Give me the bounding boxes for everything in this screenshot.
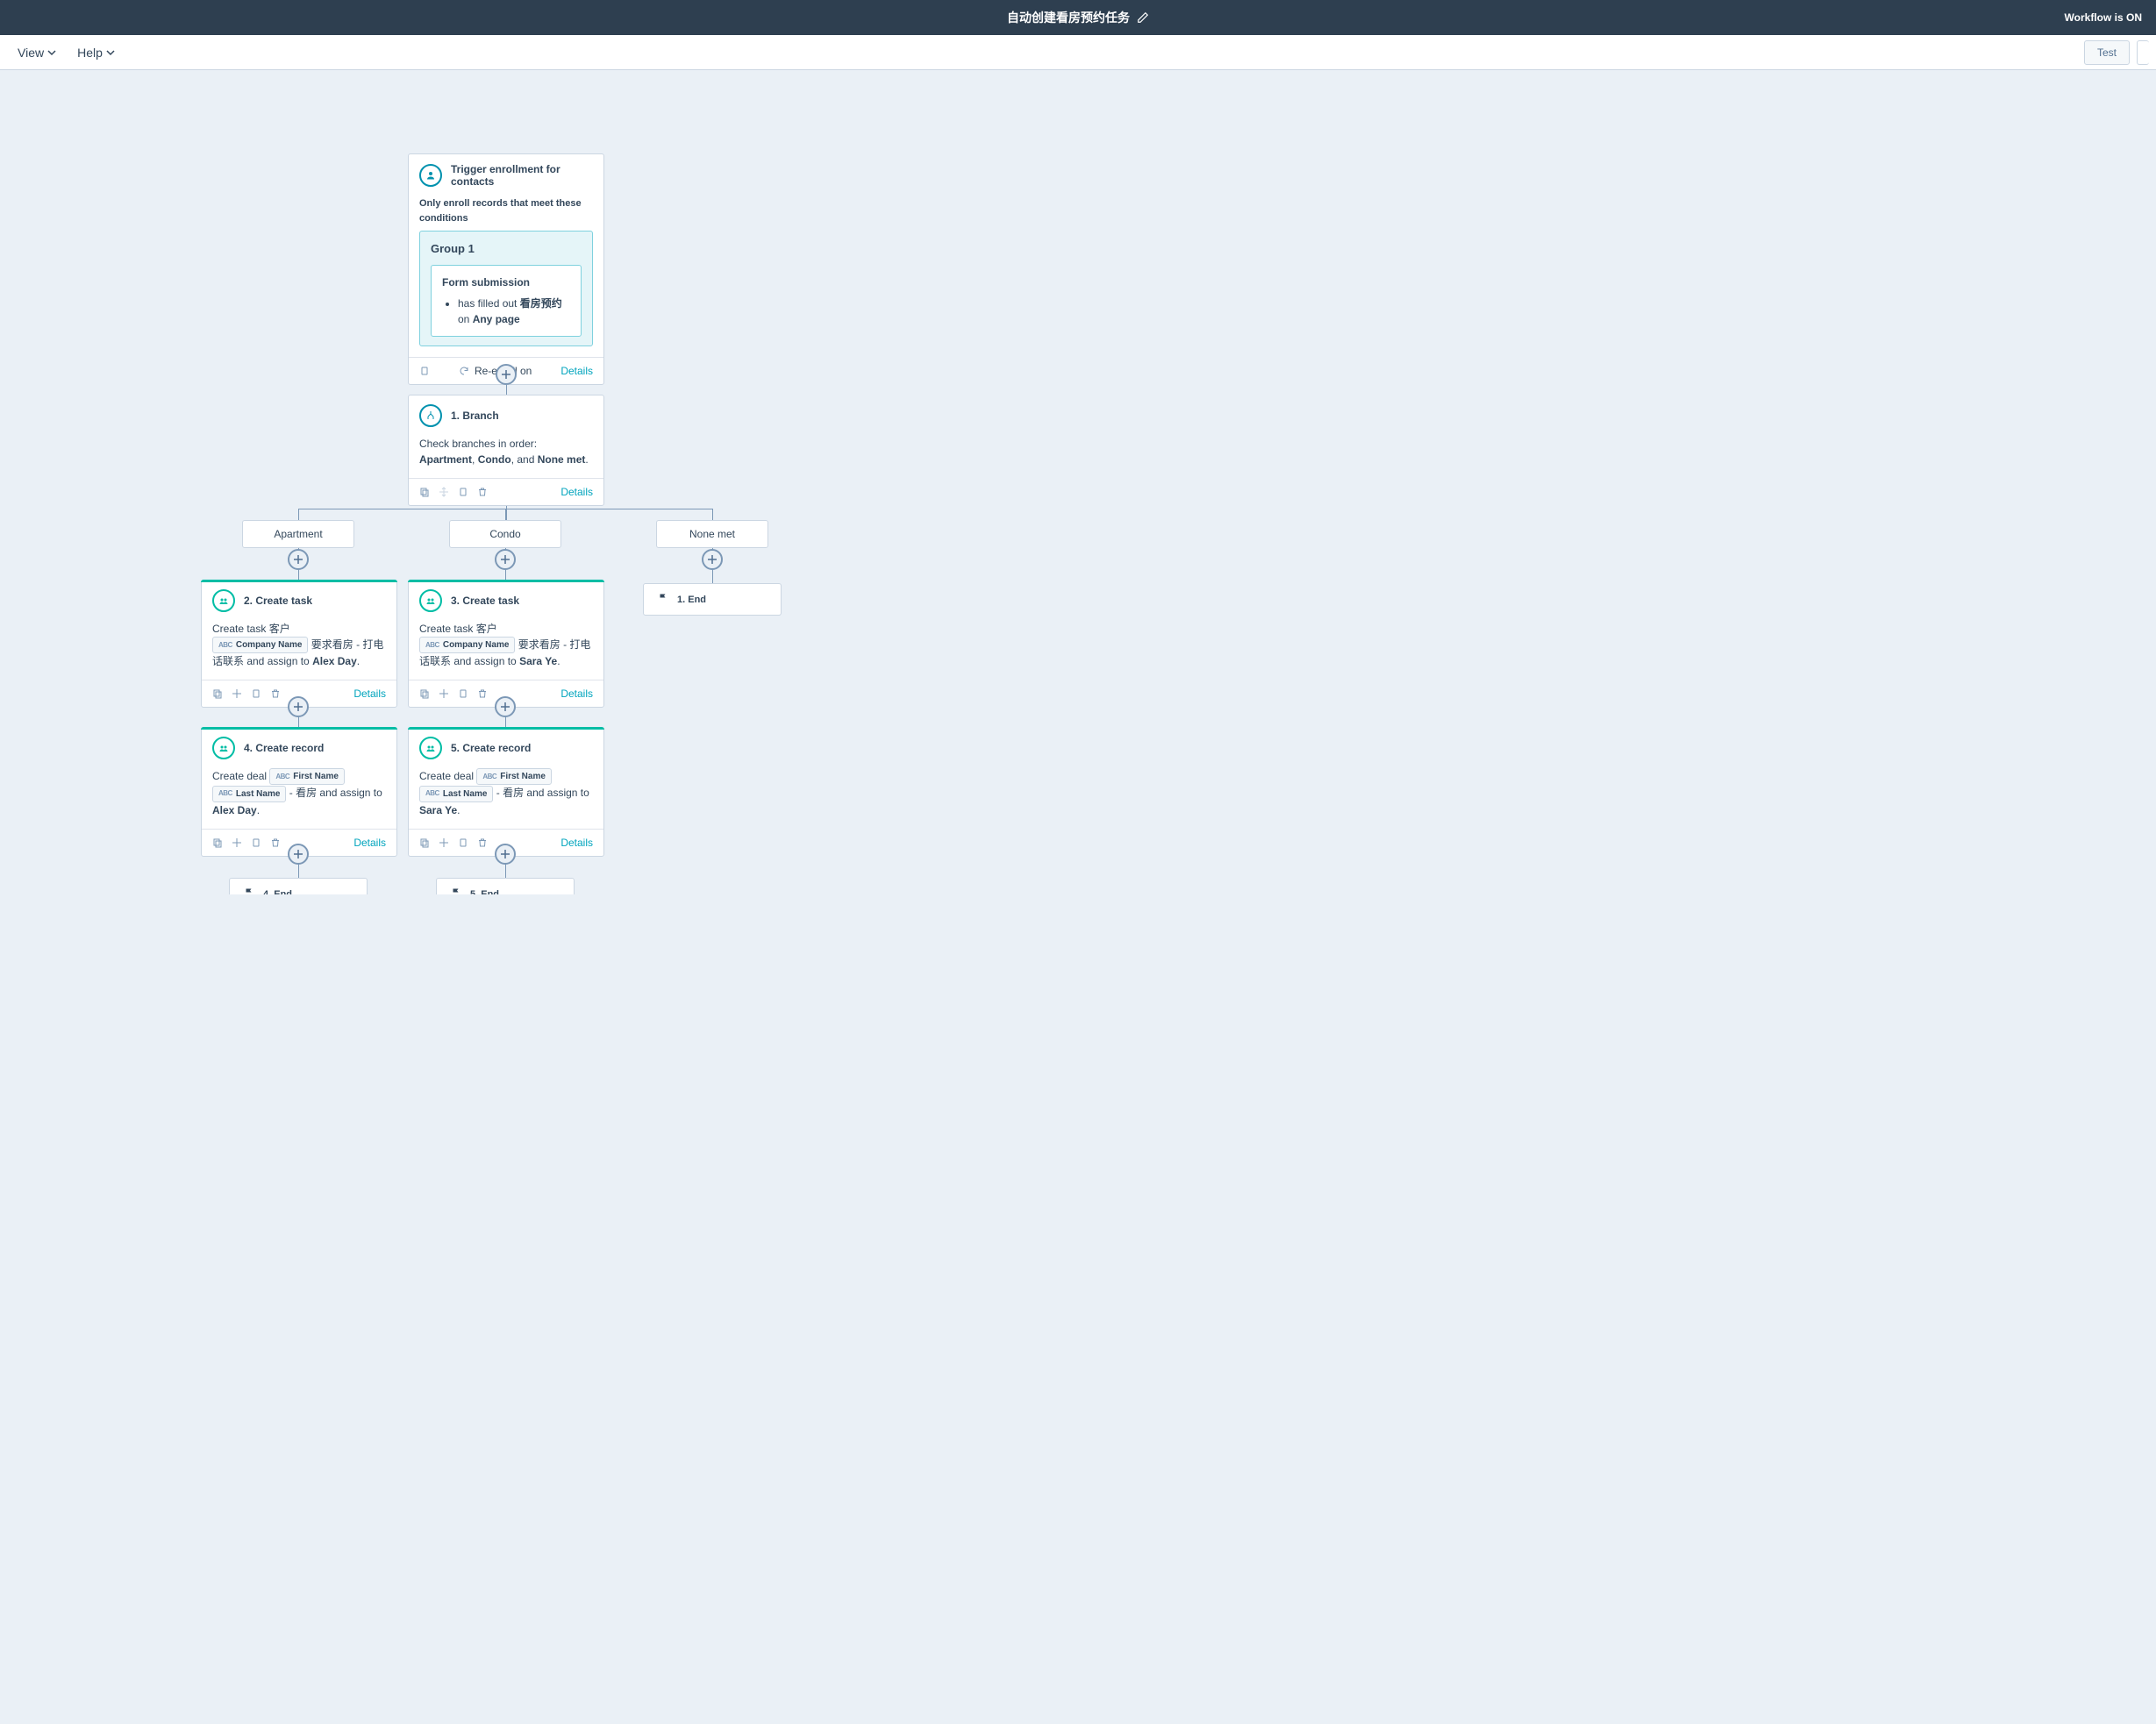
help-label: Help — [77, 46, 103, 60]
details-link[interactable]: Details — [560, 365, 593, 377]
flag-icon — [244, 887, 254, 894]
move-icon[interactable] — [232, 688, 242, 699]
copy-icon[interactable] — [458, 487, 468, 497]
delete-icon[interactable] — [477, 487, 488, 497]
contact-icon — [419, 164, 442, 187]
branch-label-condo[interactable]: Condo — [449, 520, 561, 548]
clone-icon[interactable] — [419, 688, 430, 699]
record-icon — [419, 737, 442, 759]
right-button-partial[interactable] — [2137, 40, 2149, 65]
trigger-subtitle: Only enroll records that meet these cond… — [419, 196, 593, 225]
flag-icon — [451, 887, 461, 894]
delete-icon[interactable] — [270, 688, 281, 699]
branch-label-apartment[interactable]: Apartment — [242, 520, 354, 548]
copy-icon[interactable] — [251, 688, 261, 699]
workflow-status: Workflow is ON — [2065, 11, 2142, 24]
move-icon[interactable] — [439, 688, 449, 699]
card-title: 3. Create task — [451, 595, 519, 607]
refresh-icon — [459, 366, 469, 376]
record-icon — [212, 737, 235, 759]
add-action-button[interactable] — [288, 844, 309, 865]
view-menu[interactable]: View — [18, 46, 56, 60]
clone-icon[interactable] — [419, 837, 430, 848]
details-link[interactable]: Details — [560, 486, 593, 498]
add-action-button[interactable] — [495, 844, 516, 865]
flag-icon — [658, 593, 668, 606]
branch-description: Check branches in order: Apartment, Cond… — [409, 436, 603, 478]
create-task-card-2[interactable]: 2. Create task Create task 客户 ABCCompany… — [201, 580, 397, 708]
end-card-5[interactable]: 5. End — [436, 878, 575, 894]
copy-icon[interactable] — [458, 837, 468, 848]
card-title: 2. Create task — [244, 595, 312, 607]
toolbar: View Help Test — [0, 35, 2156, 70]
filter-group[interactable]: Group 1 Form submission has filled out 看… — [419, 231, 593, 346]
record-description: Create deal ABCFirst Name ABCLast Name -… — [409, 768, 603, 829]
test-button[interactable]: Test — [2084, 40, 2130, 65]
delete-icon[interactable] — [477, 688, 488, 699]
branch-label-none[interactable]: None met — [656, 520, 768, 548]
branch-icon — [419, 404, 442, 427]
details-link[interactable]: Details — [353, 687, 386, 700]
top-bar: 自动创建看房预约任务 Workflow is ON — [0, 0, 2156, 35]
end-label: 5. End — [470, 889, 499, 895]
details-link[interactable]: Details — [560, 837, 593, 849]
edit-icon[interactable] — [1137, 11, 1149, 24]
task-description: Create task 客户 ABCCompany Name 要求看房 - 打电… — [409, 621, 603, 680]
create-task-card-3[interactable]: 3. Create task Create task 客户 ABCCompany… — [408, 580, 604, 708]
end-card-1[interactable]: 1. End — [643, 583, 782, 616]
details-link[interactable]: Details — [353, 837, 386, 849]
end-label: 4. End — [263, 889, 292, 895]
workflow-title-container: 自动创建看房预约任务 — [1007, 9, 1149, 26]
clone-icon[interactable] — [419, 487, 430, 497]
clone-icon[interactable] — [419, 365, 430, 377]
condition-title: Form submission — [442, 274, 570, 290]
help-menu[interactable]: Help — [77, 46, 115, 60]
add-action-button[interactable] — [702, 549, 723, 570]
add-action-button[interactable] — [288, 549, 309, 570]
create-record-card-5[interactable]: 5. Create record Create deal ABCFirst Na… — [408, 727, 604, 857]
clone-icon[interactable] — [212, 837, 223, 848]
card-title: 5. Create record — [451, 742, 531, 754]
end-card-4[interactable]: 4. End — [229, 878, 368, 894]
copy-icon[interactable] — [251, 837, 261, 848]
trigger-card[interactable]: Trigger enrollment for contacts Only enr… — [408, 153, 604, 385]
group-label: Group 1 — [431, 240, 582, 258]
card-title: 4. Create record — [244, 742, 324, 754]
trigger-title: Trigger enrollment for contacts — [451, 163, 593, 188]
delete-icon[interactable] — [270, 837, 281, 848]
delete-icon[interactable] — [477, 837, 488, 848]
details-link[interactable]: Details — [560, 687, 593, 700]
move-icon[interactable] — [232, 837, 242, 848]
add-action-button[interactable] — [496, 364, 517, 385]
workflow-title: 自动创建看房预约任务 — [1007, 9, 1130, 26]
create-record-card-4[interactable]: 4. Create record Create deal ABCFirst Na… — [201, 727, 397, 857]
task-icon — [212, 589, 235, 612]
condition-text: has filled out 看房预约 on Any page — [458, 296, 570, 327]
end-label: 1. End — [677, 595, 706, 605]
task-icon — [419, 589, 442, 612]
copy-icon[interactable] — [458, 688, 468, 699]
add-action-button[interactable] — [288, 696, 309, 717]
clone-icon[interactable] — [212, 688, 223, 699]
workflow-canvas[interactable]: Trigger enrollment for contacts Only enr… — [0, 70, 2156, 894]
view-label: View — [18, 46, 44, 60]
branch-card[interactable]: 1. Branch Check branches in order: Apart… — [408, 395, 604, 506]
move-icon[interactable] — [439, 487, 449, 497]
add-action-button[interactable] — [495, 696, 516, 717]
record-description: Create deal ABCFirst Name ABCLast Name -… — [202, 768, 396, 829]
branch-title: 1. Branch — [451, 410, 499, 422]
add-action-button[interactable] — [495, 549, 516, 570]
move-icon[interactable] — [439, 837, 449, 848]
task-description: Create task 客户 ABCCompany Name 要求看房 - 打电… — [202, 621, 396, 680]
